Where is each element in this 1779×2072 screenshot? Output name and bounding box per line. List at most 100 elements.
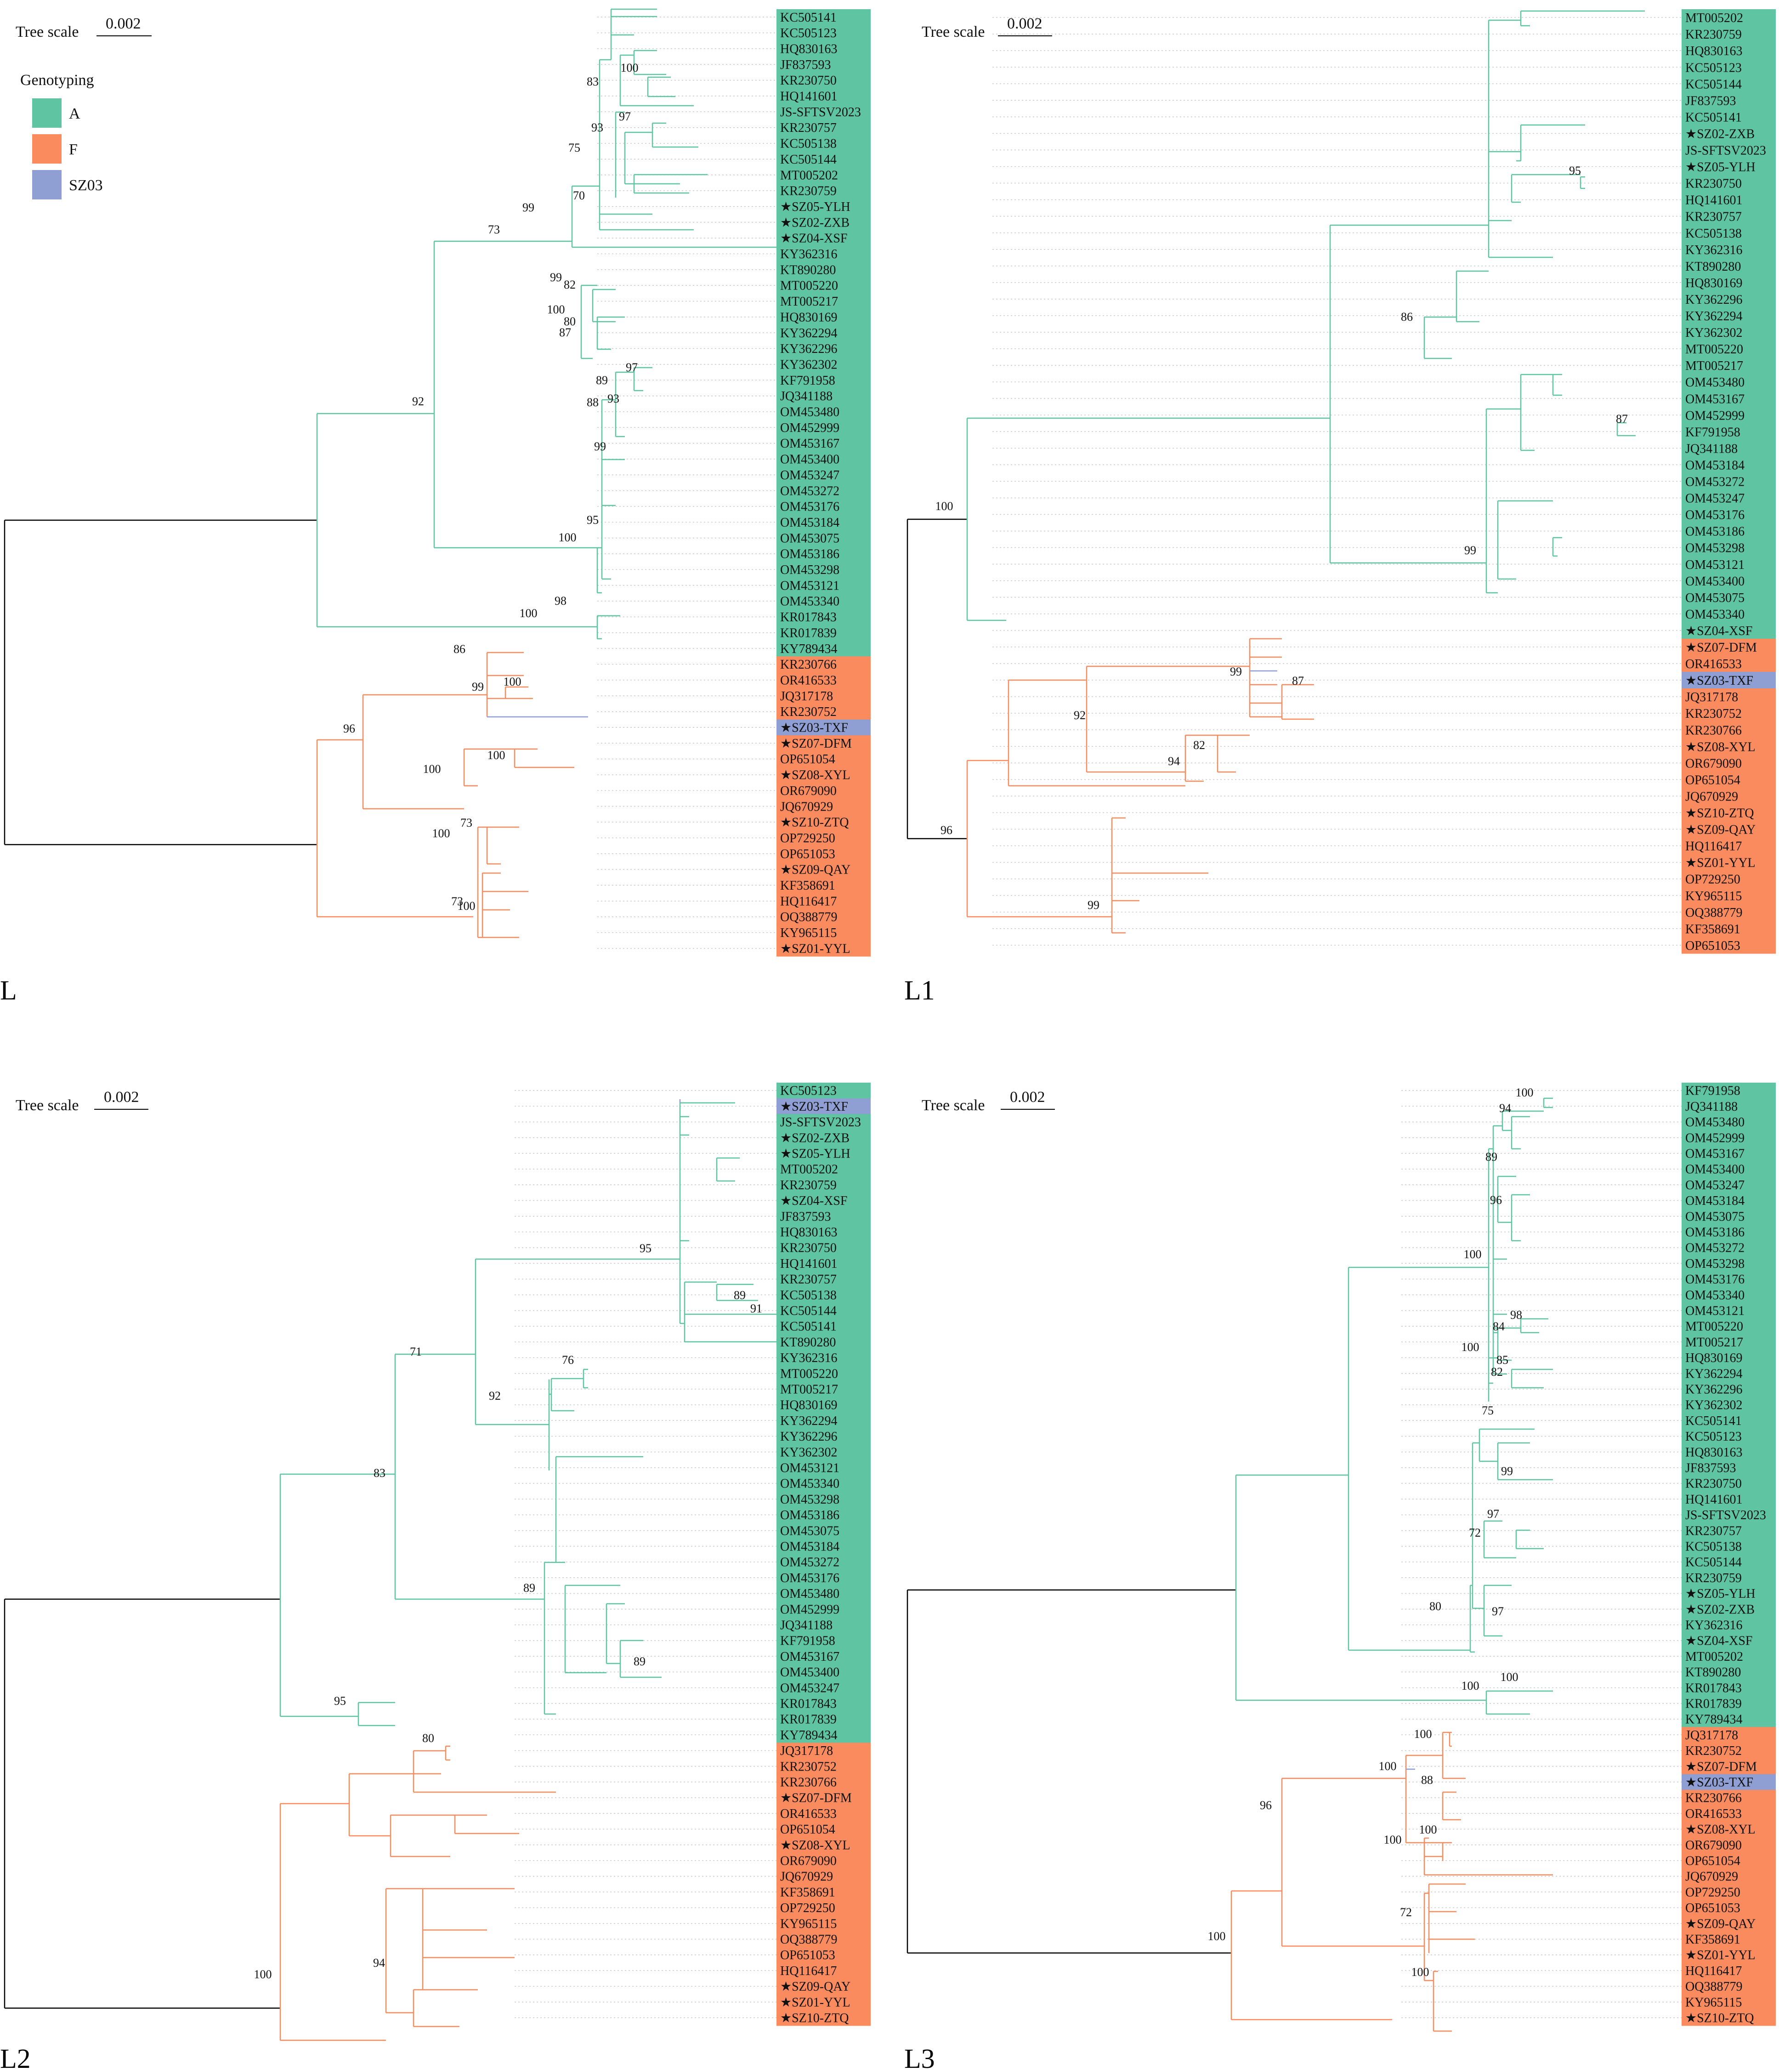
genotype-highlight	[1682, 788, 1776, 805]
tip-label: KC505123	[780, 1084, 837, 1098]
genotype-highlight	[1682, 108, 1776, 125]
genotype-highlight	[776, 1444, 871, 1460]
tip-label: MT005202	[780, 168, 838, 182]
genotype-highlight	[776, 1381, 871, 1397]
tip-label: KR230750	[1685, 177, 1742, 191]
tip-label: JS-SFTSV2023	[1685, 1508, 1766, 1522]
genotype-highlight	[1682, 9, 1776, 26]
tip-label: ★SZ03-TXF	[780, 1100, 848, 1114]
genotype-highlight	[1682, 638, 1776, 656]
root-branch	[4, 519, 317, 846]
genotype-highlight	[776, 1743, 871, 1759]
tip-label: OR416533	[1685, 1807, 1742, 1821]
tip-row: JQ341188	[992, 440, 1776, 457]
tip-row: HQ830163	[597, 40, 871, 57]
support-value: 100	[1462, 1340, 1479, 1354]
support-value: 82	[1193, 738, 1205, 752]
tip-label: OM453480	[780, 405, 839, 420]
support-value: 100	[520, 607, 538, 620]
tip-label: ★SZ05-YLH	[780, 1147, 850, 1161]
tip-row: OM453075	[597, 530, 871, 546]
tip-row: MT005220	[597, 277, 871, 294]
genotype-highlight	[1682, 1554, 1776, 1570]
tip-row: KY362316	[597, 246, 871, 262]
tip-label: OM453272	[780, 484, 839, 498]
tip-row: HQ830169	[597, 309, 871, 325]
tip-label: OR416533	[1685, 657, 1742, 671]
genotype-highlight	[1682, 1224, 1776, 1240]
tree-scale-label: Tree scale	[922, 23, 985, 40]
tip-row: OM453184	[597, 514, 871, 531]
tip-label: ★SZ09-QAY	[780, 863, 850, 877]
genotype-highlight	[1682, 1758, 1776, 1775]
tip-row: MT005202	[992, 9, 1776, 26]
tip-row: KC505144	[515, 1302, 871, 1319]
genotype-highlight	[1682, 755, 1776, 772]
support-value: 87	[559, 326, 571, 339]
genotype-highlight	[1682, 688, 1776, 705]
support-value: 93	[607, 392, 619, 405]
tip-row: OM453480	[992, 374, 1776, 391]
genotype-highlight	[1682, 142, 1776, 159]
tip-row: OM452999	[992, 407, 1776, 424]
tip-label: ★SZ02-ZXB	[780, 1131, 850, 1145]
tip-row: ★SZ07-DFM	[515, 1790, 871, 1806]
panel-title-l3: L3	[904, 2044, 935, 2072]
tip-label: OM453186	[1685, 1225, 1745, 1239]
tip-label: JQ317178	[1685, 690, 1738, 704]
tip-label: OM453480	[1685, 375, 1745, 390]
tip-label: KC505138	[1685, 227, 1742, 241]
support-value: 96	[940, 823, 952, 837]
clade-a-branches	[1235, 1097, 1553, 1715]
tip-row: OM453121	[597, 577, 871, 594]
tip-row: KF791958	[1401, 1083, 1776, 1099]
tip-label: OP729250	[780, 831, 835, 846]
tip-label: KR230752	[780, 1760, 837, 1774]
genotype-highlight	[1682, 1397, 1776, 1413]
tip-row: KY362316	[992, 241, 1776, 258]
genotype-highlight	[1682, 341, 1776, 358]
tip-row: OM453121	[1401, 1302, 1776, 1319]
tip-label: KY362302	[780, 1445, 837, 1459]
support-value: 99	[1464, 544, 1476, 557]
tip-row: JF837593	[597, 57, 871, 73]
tip-label: ★SZ10-ZTQ	[780, 816, 849, 830]
tip-label: ★SZ04-XSF	[780, 1194, 847, 1208]
genotype-highlight	[1682, 1664, 1776, 1680]
genotype-highlight	[1682, 1491, 1776, 1507]
tip-row: ★SZ02-ZXB	[992, 125, 1776, 142]
tip-label: ★SZ05-YLH	[1685, 1587, 1756, 1601]
panel-l3-tree: Tree scale 0.002 KF791958 JQ341188OM45348…	[906, 1083, 1776, 2032]
genotype-highlight	[1682, 1459, 1776, 1476]
genotype-highlight	[776, 135, 871, 152]
tip-row: KR230757	[597, 119, 871, 136]
genotype-highlight	[776, 1413, 871, 1429]
tip-label: OM453480	[1685, 1115, 1745, 1130]
genotype-highlight	[1682, 2010, 1776, 2026]
tip-row: KR017843	[1401, 1680, 1776, 1696]
tip-row: OM453400	[992, 572, 1776, 590]
tip-row: KY965115	[992, 887, 1776, 904]
tip-label: KC505123	[780, 26, 837, 40]
genotype-highlight	[776, 151, 871, 168]
tip-row: ★SZ04-XSF	[992, 622, 1776, 639]
genotype-highlight	[776, 641, 871, 657]
support-value: 98	[555, 594, 567, 607]
tip-row: KY965115	[515, 1915, 871, 1932]
genotype-highlight	[776, 1805, 871, 1822]
tip-row: OM453167	[992, 390, 1776, 407]
genotype-highlight	[776, 1837, 871, 1853]
tip-label: KF358691	[780, 1885, 835, 1900]
tip-label: KT890280	[1685, 260, 1741, 274]
tip-row: OR416533	[1401, 1805, 1776, 1822]
tip-row: JQ670929	[1401, 1868, 1776, 1885]
tip-row: OM453247	[1401, 1177, 1776, 1193]
tip-row: KY789434	[1401, 1711, 1776, 1727]
support-value: 72	[1400, 1906, 1412, 1919]
tip-label: KY362294	[1685, 309, 1742, 324]
support-value: 89	[734, 1289, 746, 1302]
genotype-highlight	[1682, 208, 1776, 225]
tip-row: OQ388779	[597, 908, 871, 925]
legend-swatch-a	[32, 98, 62, 128]
genotype-highlight	[1682, 1915, 1776, 1932]
